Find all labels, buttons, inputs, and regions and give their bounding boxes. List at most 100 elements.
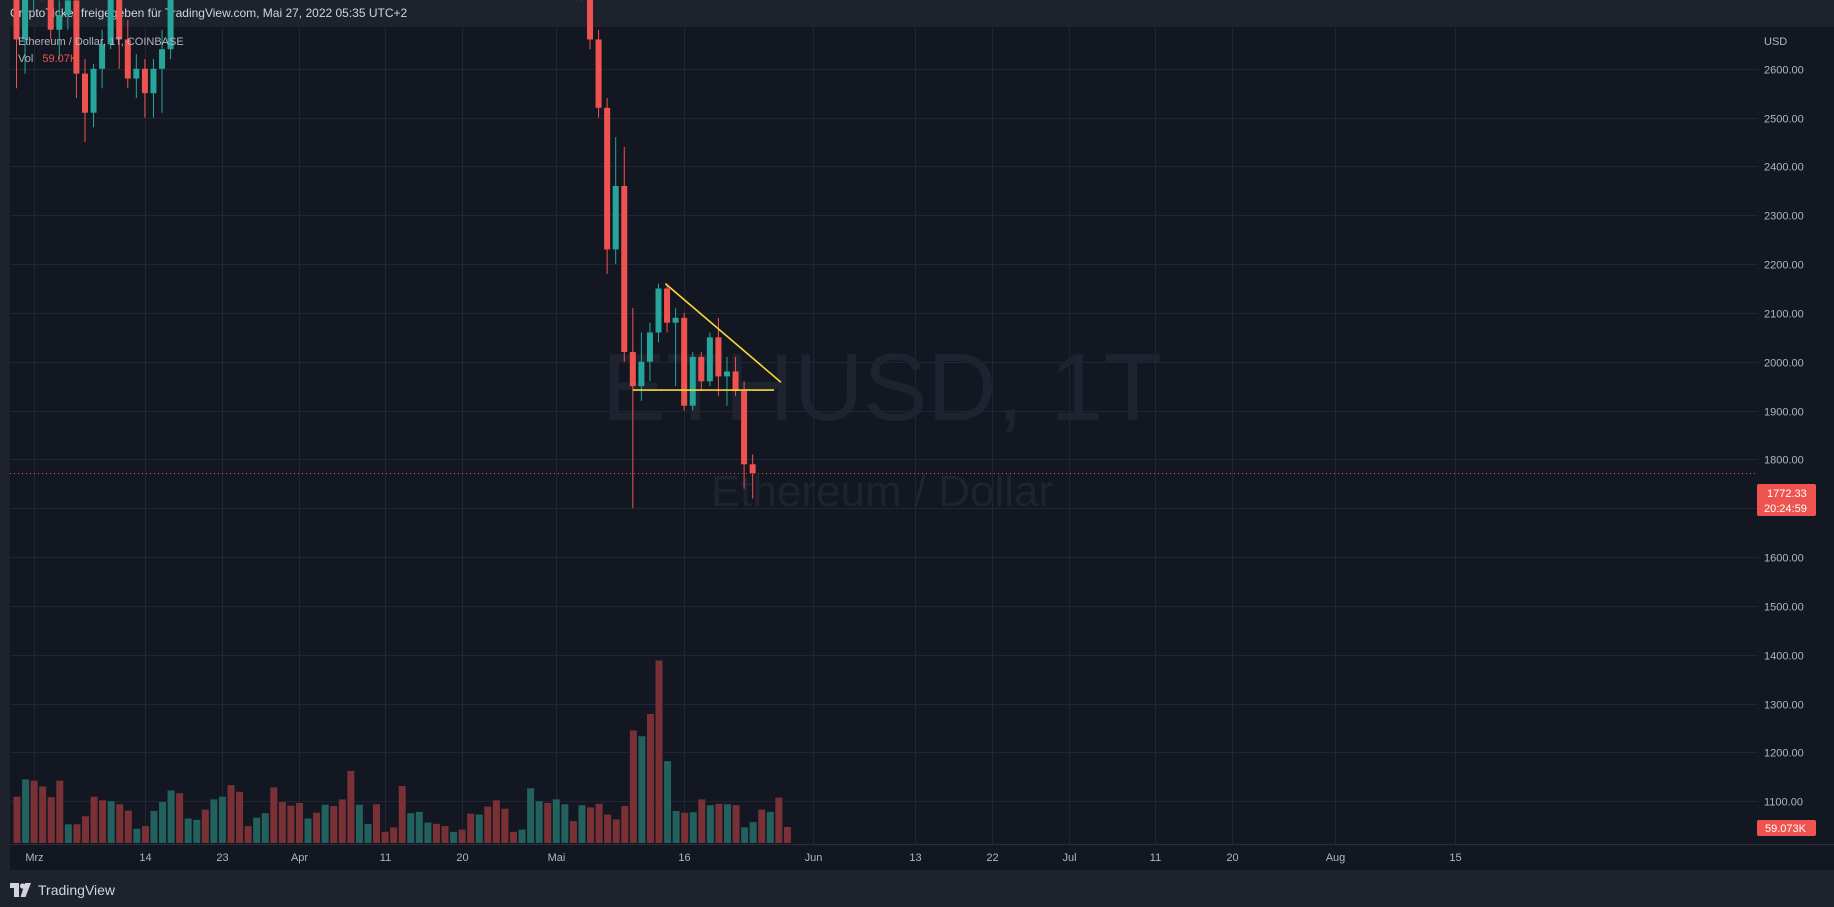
volume-bar [689,812,697,843]
candle-body [141,68,148,94]
drawings [632,283,782,391]
volume-bar [629,730,637,843]
candle-body [90,68,97,113]
y-tick-label: 2400.00 [1764,162,1804,174]
volume-bar [73,824,81,843]
candle-body [73,0,80,74]
x-tick-label: Mrz [25,852,43,864]
x-tick-label: 16 [678,852,690,864]
volume-bar [355,804,363,843]
volume-bar [218,796,226,843]
volume-bar [373,804,381,843]
volume-bar [39,786,47,843]
candle-body [706,337,713,382]
volume-bar [13,796,21,843]
volume-bar [535,801,543,843]
y-tick-label: 1200.00 [1764,748,1804,760]
volume-bar [210,799,218,843]
volume-bar [569,821,577,843]
candle-body [681,317,688,406]
candle-body [595,39,602,108]
volume-bar [364,823,372,843]
volume-bar [90,796,98,843]
volume-bar [150,810,158,843]
volume-bar [253,817,261,843]
volume-bar [509,831,517,843]
candle-body [664,288,671,323]
y-tick-label: 2500.00 [1764,114,1804,126]
volume-bar [432,823,440,843]
volume-bar [56,780,64,843]
x-tick-label: 20 [1226,852,1238,864]
candles [13,0,756,509]
y-tick-label: 1900.00 [1764,407,1804,419]
y-tick-label: 2200.00 [1764,260,1804,272]
volume-bar [141,826,149,843]
volume-bar [441,826,449,843]
candle-body [749,464,756,474]
volume-bar [527,788,535,843]
volume-bar [681,812,689,843]
candle-body [167,0,174,50]
x-tick-label: 11 [380,852,391,864]
volume-bar [184,818,192,843]
volume-bar [270,787,278,843]
y-tick-label: 1100.00 [1764,797,1803,809]
volume-bar [706,805,714,843]
x-tick-label: Jun [805,852,823,864]
x-tick-label: 13 [909,852,921,864]
countdown-label: 20:24:59 [1764,503,1807,515]
svg-text:Vol 59.07K: Vol 59.07K [18,53,78,65]
volume-bar [415,811,423,843]
candle-body [47,0,54,30]
volume-bar [604,814,612,843]
volume-bar [167,790,175,843]
volume-bar [698,799,706,843]
candle-body [638,361,645,387]
y-tick-label: 1800.00 [1764,455,1804,467]
volume-bar [47,797,55,843]
volume-bar [159,802,167,843]
candle-body [732,371,739,392]
trendline [664,283,782,383]
candle-body [612,185,619,250]
y-tick-label: 1600.00 [1764,553,1804,565]
last-volume-label: 59.073K [1765,823,1807,835]
volume-bar [715,803,723,843]
tradingview-logo[interactable]: TradingView [10,882,115,898]
volume-bar [381,831,389,843]
candle-body [723,371,730,377]
volume-bar [64,824,72,843]
volume-bar [347,770,355,843]
volume-bar [758,809,766,843]
last-price-label: 1772.33 [1767,488,1807,500]
grid-lines [10,27,1758,845]
volume-bar [287,805,295,843]
y-tick-label: 1400.00 [1764,651,1804,663]
candle-body [604,107,611,250]
candle-body [741,391,748,465]
candle-body [698,356,705,382]
candle-body [124,39,131,79]
volume-value: 59.07K [42,53,78,65]
brand-label: TradingView [38,882,116,898]
currency-label: USD [1764,36,1787,48]
volume-bar [612,819,620,843]
x-tick-label: 23 [216,852,228,864]
candle-body [64,0,71,16]
y-tick-label: 2000.00 [1764,358,1804,370]
volume-bar [176,793,184,843]
x-tick-labels: Mrz 14 23 Apr 11 20 Mai 16 Jun 13 22 Jul 11 20 Aug 15 [25,852,1461,864]
volume-bar [450,831,458,843]
candle-body [22,0,29,40]
legend: Ethereum / Dollar, 1T, COINBASE Vol 59.0… [18,36,184,65]
top-bar: CryptoTicker freigegeben für TradingView… [0,0,1834,27]
candle-body [150,68,157,94]
volume-bar [107,801,115,843]
volume-bar [578,805,586,843]
volume-bar [30,780,38,843]
x-tick-label: Apr [291,852,308,864]
volume-bar [595,803,603,843]
tradingview-logo-icon [10,883,31,897]
